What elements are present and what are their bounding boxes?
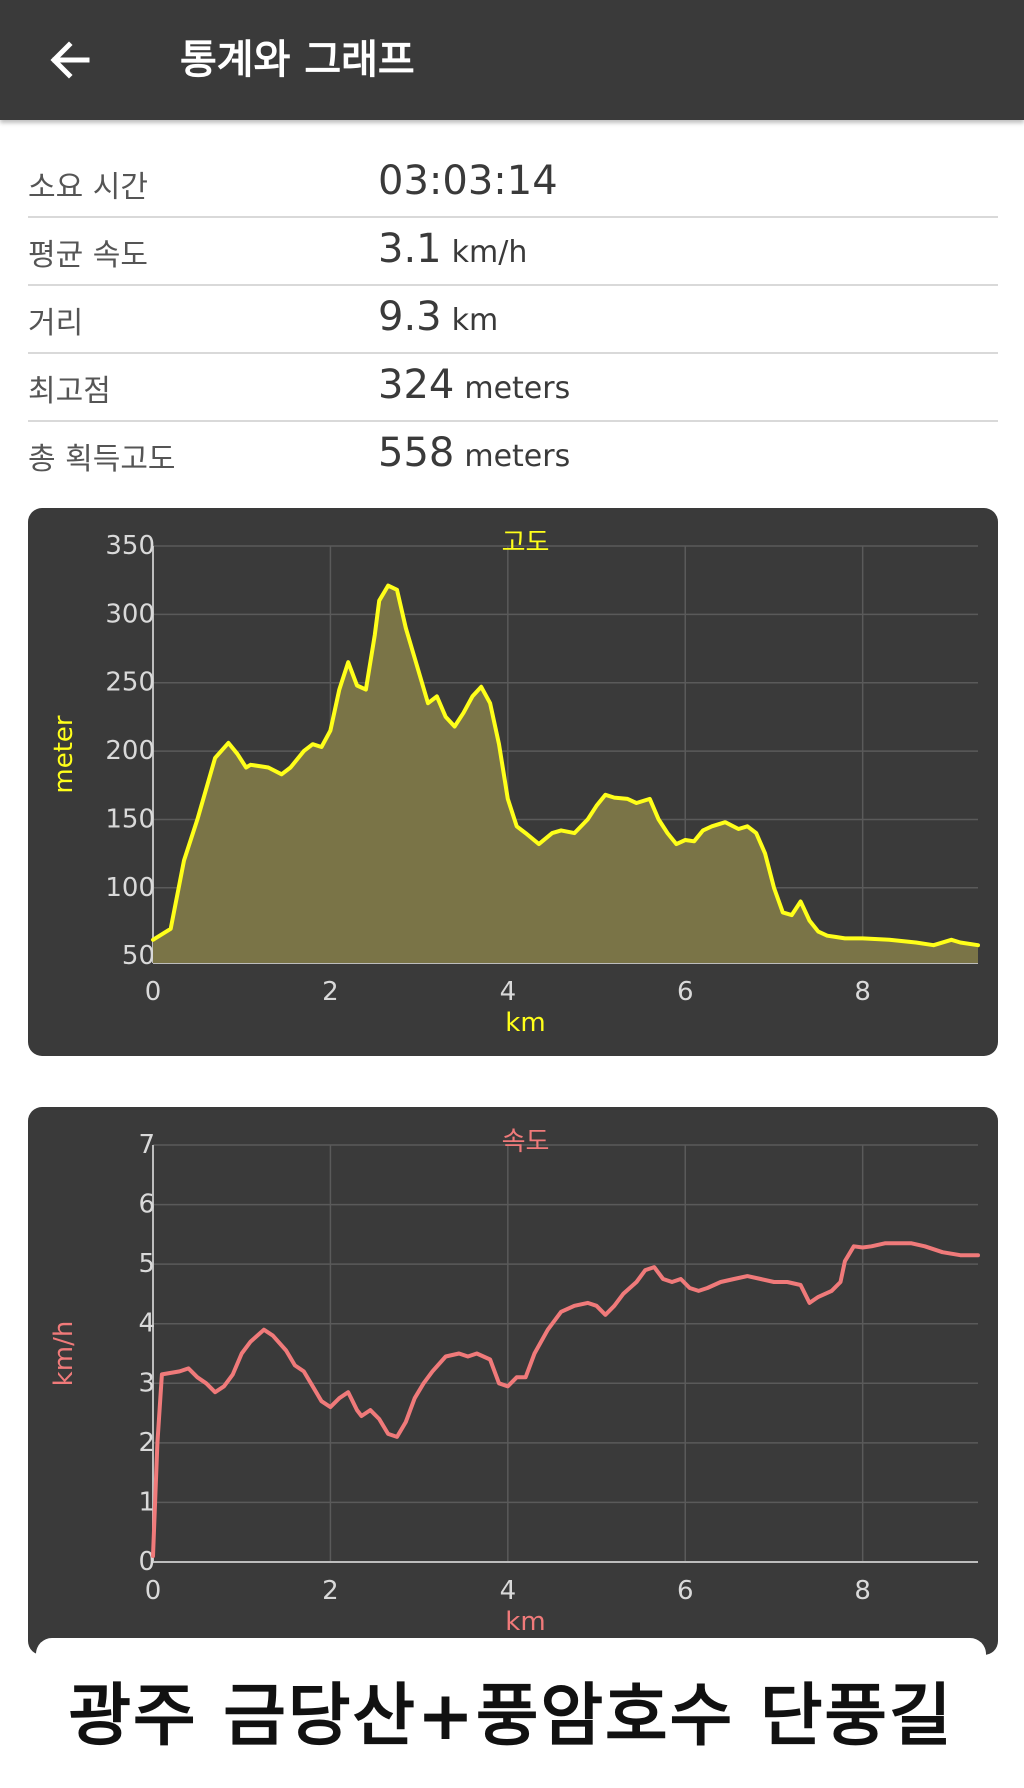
chart-title: 속도 — [502, 1127, 550, 1157]
stat-value: 324 — [378, 362, 455, 408]
y-tick-label: 250 — [105, 668, 155, 698]
series-line — [151, 1241, 980, 1558]
stat-label: 소요 시간 — [28, 170, 148, 205]
arrow-left-icon — [50, 41, 90, 79]
x-tick-label: 0 — [145, 1576, 162, 1606]
stats-list: 소요 시간 03:03:14 평균 속도 3.1 km/h 거리 9.3 km 최고… — [28, 150, 998, 490]
y-tick-label: 50 — [122, 941, 155, 971]
stat-value: 9.3 — [378, 294, 442, 340]
y-tick-label: 150 — [105, 804, 155, 834]
stat-row-avg-speed: 평균 속도 3.1 km/h — [28, 218, 998, 286]
speed-chart: 0 1 2 3 4 5 6 7 0 2 4 6 8 속도 km km/h — [49, 1127, 980, 1637]
grid — [152, 1144, 978, 1563]
y-axis-label: meter — [49, 715, 79, 794]
y-tick-label: 350 — [105, 531, 155, 561]
y-tick-label: 200 — [105, 736, 155, 766]
speed-chart-card: 0 1 2 3 4 5 6 7 0 2 4 6 8 속도 km km/h — [28, 1107, 998, 1655]
x-tick-label: 4 — [500, 977, 517, 1007]
stat-label: 총 획득고도 — [28, 442, 176, 477]
stat-label: 평균 속도 — [28, 238, 148, 273]
y-tick-label: 7 — [138, 1130, 155, 1160]
y-tick-label: 100 — [105, 873, 155, 903]
x-tick-label: 6 — [677, 1576, 694, 1606]
stat-value: 558 — [378, 430, 455, 476]
x-tick-label: 2 — [322, 1576, 339, 1606]
y-tick-label: 6 — [138, 1190, 155, 1220]
x-axis-label: km — [505, 1607, 545, 1637]
stat-row-highest-point: 최고점 324 meters — [28, 354, 998, 422]
stat-unit: meters — [464, 371, 571, 406]
stat-unit: km/h — [451, 235, 528, 270]
x-tick-label: 0 — [145, 977, 162, 1007]
y-tick-label: 2 — [138, 1428, 155, 1458]
caption-text: 광주 금당산+풍암호수 단풍길 — [68, 1676, 954, 1756]
stat-label: 거리 — [28, 306, 84, 341]
stat-row-distance: 거리 9.3 km — [28, 286, 998, 354]
series-line — [151, 583, 980, 948]
stat-row-duration: 소요 시간 03:03:14 — [28, 150, 998, 218]
caption-banner: 광주 금당산+풍암호수 단풍길 — [36, 1638, 986, 1780]
back-button[interactable] — [30, 20, 110, 100]
x-tick-label: 8 — [854, 977, 871, 1007]
x-tick-label: 4 — [500, 1576, 517, 1606]
x-tick-label: 2 — [322, 977, 339, 1007]
stat-value: 03:03:14 — [378, 158, 558, 204]
x-tick-label: 8 — [854, 1576, 871, 1606]
series-area — [153, 585, 978, 963]
y-tick-label: 300 — [105, 599, 155, 629]
y-tick-label: 4 — [138, 1309, 155, 1339]
y-axis-label: km/h — [49, 1321, 79, 1387]
stat-unit: km — [451, 303, 499, 338]
stat-row-elevation-gain: 총 획득고도 558 meters — [28, 422, 998, 490]
stat-unit: meters — [464, 439, 571, 474]
x-tick-label: 6 — [677, 977, 694, 1007]
x-axis-label: km — [505, 1008, 545, 1038]
y-tick-label: 3 — [138, 1368, 155, 1398]
stat-value: 3.1 — [378, 226, 442, 272]
app-bar: 통계와 그래프 — [0, 0, 1024, 120]
page-title: 통계와 그래프 — [180, 37, 415, 83]
y-tick-label: 5 — [138, 1249, 155, 1279]
chart-title: 고도 — [502, 528, 550, 558]
altitude-chart: 50 100 150 200 250 300 350 0 2 4 6 8 고도 km meter — [49, 528, 980, 1038]
y-tick-label: 0 — [138, 1547, 155, 1577]
y-tick-label: 1 — [138, 1487, 155, 1517]
stat-label: 최고점 — [28, 374, 111, 409]
altitude-chart-card: 50 100 150 200 250 300 350 0 2 4 6 8 고도 km meter — [28, 508, 998, 1056]
